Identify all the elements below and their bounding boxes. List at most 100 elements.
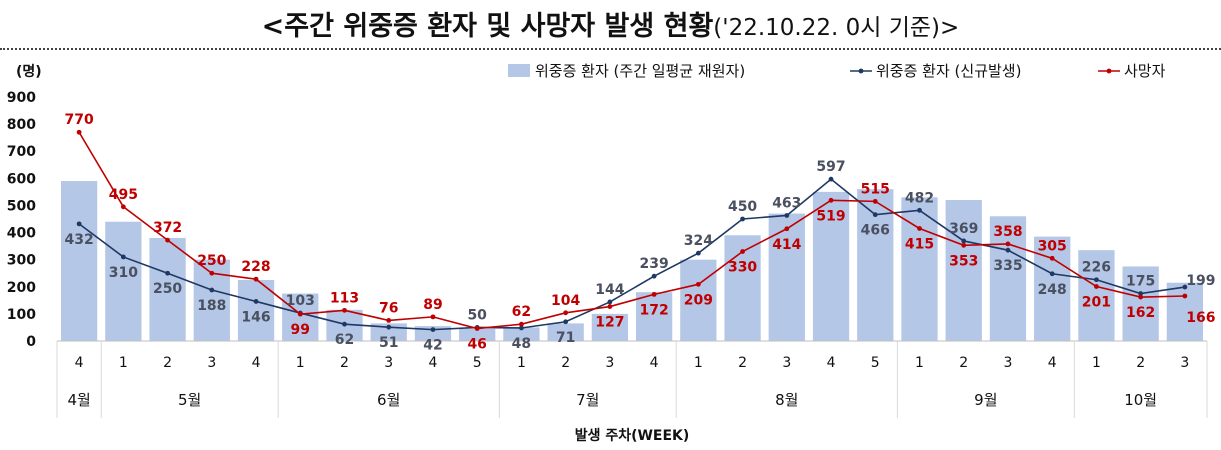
deaths-data-label: 519 <box>816 208 845 224</box>
deaths-point <box>342 307 347 313</box>
deaths-point <box>784 226 790 232</box>
deaths-point <box>165 237 170 243</box>
deaths-data-label: 104 <box>551 293 580 309</box>
new-severe-data-label: 42 <box>423 338 442 354</box>
x-tick-label: 4 <box>1048 355 1057 371</box>
new-severe-point <box>342 321 347 327</box>
deaths-data-label: 113 <box>330 290 359 306</box>
y-tick-label: 700 <box>7 144 36 160</box>
deaths-data-label: 46 <box>467 337 486 353</box>
y-tick-label: 400 <box>7 226 36 242</box>
new-severe-point <box>695 250 701 256</box>
new-severe-point <box>872 212 878 218</box>
deaths-point <box>519 321 524 327</box>
bar <box>1166 282 1204 341</box>
month-label: 8월 <box>775 391 798 409</box>
y-tick-label: 300 <box>7 253 36 269</box>
new-severe-data-label: 432 <box>64 232 93 248</box>
deaths-point <box>76 129 82 135</box>
new-severe-point <box>1182 284 1188 290</box>
bar <box>635 292 673 341</box>
legend-bar-label: 위중증 환자 (주간 일평균 재원자) <box>535 62 745 80</box>
new-severe-point <box>1005 247 1011 253</box>
bar <box>989 216 1027 341</box>
x-tick-label: 3 <box>207 355 216 371</box>
new-severe-point <box>651 273 657 279</box>
x-tick-label: 1 <box>694 355 703 371</box>
new-severe-data-label: 250 <box>153 281 182 297</box>
x-tick-label: 4 <box>75 355 84 371</box>
month-label: 5월 <box>178 391 201 409</box>
deaths-point <box>961 242 967 248</box>
bar <box>503 327 540 341</box>
bar <box>857 189 894 341</box>
new-severe-point <box>165 270 170 276</box>
deaths-point <box>430 314 436 320</box>
x-axis-title: 발생 주차(WEEK) <box>575 427 690 444</box>
deaths-point <box>120 204 126 210</box>
new-severe-point <box>961 238 967 244</box>
new-severe-point <box>76 221 82 227</box>
deaths-data-label: 228 <box>241 259 270 275</box>
new-severe-data-label: 103 <box>286 293 315 309</box>
deaths-point <box>1182 293 1188 299</box>
deaths-data-label: 162 <box>1126 305 1155 321</box>
deaths-point <box>651 291 657 297</box>
new-severe-point <box>563 319 569 325</box>
new-severe-point <box>1049 271 1055 277</box>
deaths-point <box>563 310 569 316</box>
month-label: 9월 <box>974 391 997 409</box>
y-tick-label: 200 <box>7 280 36 296</box>
new-severe-point <box>607 299 613 305</box>
deaths-point <box>607 304 613 309</box>
new-severe-data-label: 188 <box>197 298 226 314</box>
new-severe-data-label: 51 <box>379 335 398 351</box>
new-severe-data-label: 199 <box>1186 273 1215 289</box>
y-tick-label: 500 <box>7 198 36 214</box>
deaths-data-label: 209 <box>684 292 713 308</box>
deaths-data-label: 770 <box>64 112 93 128</box>
deaths-data-label: 62 <box>512 304 531 320</box>
new-severe-point <box>120 254 126 260</box>
deaths-data-label: 515 <box>861 181 890 197</box>
deaths-data-label: 305 <box>1038 238 1067 254</box>
new-severe-data-label: 50 <box>467 307 487 323</box>
bar <box>1078 250 1115 341</box>
deaths-point <box>474 326 480 331</box>
bar <box>237 280 275 341</box>
new-severe-data-label: 597 <box>816 159 845 175</box>
new-severe-point <box>430 327 436 333</box>
deaths-point <box>828 197 834 203</box>
deaths-data-label: 172 <box>639 302 668 318</box>
deaths-point <box>1005 241 1011 247</box>
new-severe-point <box>386 324 392 330</box>
legend-deaths-marker <box>1106 68 1112 74</box>
chart-title: <주간 위중증 환자 및 사망자 발생 현황('22.10.22. 0시 기준)… <box>0 4 1221 43</box>
deaths-data-label: 495 <box>109 187 138 203</box>
deaths-data-label: 76 <box>379 300 398 316</box>
deaths-data-label: 414 <box>772 237 801 253</box>
deaths-point <box>872 198 878 204</box>
legend-deaths-label: 사망자 <box>1124 62 1166 80</box>
title-main: <주간 위중증 환자 및 사망자 발생 현황 <box>261 11 714 42</box>
new-severe-data-label: 71 <box>556 330 575 346</box>
deaths-point <box>1138 294 1144 300</box>
deaths-point <box>1049 255 1055 261</box>
x-tick-label: 3 <box>782 355 791 371</box>
x-tick-label: 1 <box>915 355 924 371</box>
y-axis-unit: (명) <box>16 63 42 80</box>
deaths-data-label: 353 <box>949 253 978 269</box>
new-severe-data-label: 146 <box>241 309 270 325</box>
new-severe-data-label: 482 <box>905 190 934 206</box>
deaths-data-label: 166 <box>1186 310 1215 326</box>
bar <box>105 221 142 341</box>
deaths-point <box>1094 284 1099 289</box>
x-tick-label: 2 <box>561 355 570 371</box>
y-tick-label: 800 <box>7 117 36 133</box>
title-divider <box>0 48 1221 50</box>
deaths-data-label: 250 <box>197 253 226 269</box>
legend-new-severe-marker <box>858 68 864 74</box>
new-severe-line <box>78 178 1186 331</box>
new-severe-data-label: 175 <box>1126 274 1155 290</box>
month-label: 10월 <box>1124 391 1157 409</box>
